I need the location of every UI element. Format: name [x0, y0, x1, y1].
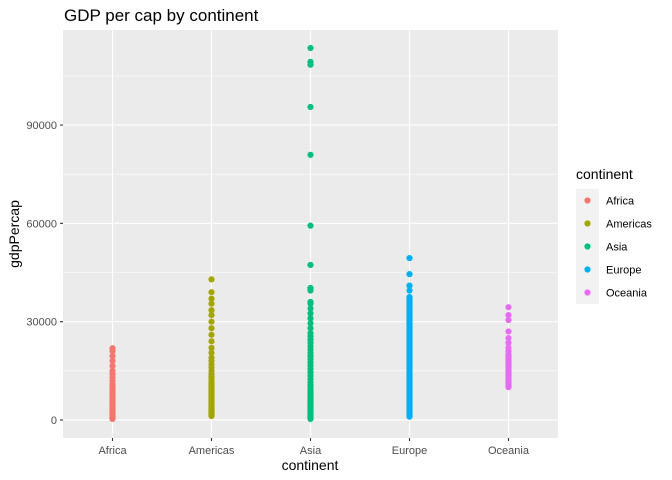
data-point	[208, 331, 215, 338]
data-point	[406, 254, 413, 262]
legend-key-point	[584, 266, 591, 273]
data-point	[208, 354, 215, 361]
data-point	[406, 282, 413, 289]
data-point	[307, 330, 314, 337]
legend-key-point	[584, 197, 591, 204]
data-point	[208, 338, 215, 345]
data-point	[505, 344, 512, 351]
data-point	[109, 357, 116, 365]
x-axis-title: continent	[282, 457, 339, 473]
data-point	[109, 352, 116, 360]
data-point	[307, 310, 314, 317]
y-tick-label: 30000	[26, 317, 57, 329]
x-tick-label: Asia	[300, 445, 322, 457]
data-point	[109, 362, 116, 370]
x-tick-label: Africa	[98, 445, 127, 457]
x-tick-label: Oceania	[488, 445, 530, 457]
data-point	[505, 328, 512, 335]
data-point	[307, 298, 314, 306]
legend: continent Africa Americas Asia Europe Oceani…	[576, 166, 652, 304]
legend-label: Oceania	[606, 288, 648, 300]
data-point	[307, 103, 314, 111]
data-point	[307, 261, 314, 269]
legend-label: Europe	[606, 265, 641, 277]
data-point	[505, 334, 512, 342]
data-point	[208, 300, 215, 307]
legend-key-point	[584, 220, 591, 227]
x-tick-label: Americas	[189, 445, 235, 457]
data-point	[307, 325, 314, 332]
data-point	[208, 325, 215, 332]
data-point	[307, 284, 314, 292]
x-tick-label: Europe	[392, 445, 427, 457]
data-point	[208, 344, 215, 351]
data-point	[307, 151, 314, 158]
data-point	[505, 316, 512, 324]
data-point	[208, 318, 215, 325]
legend-label: Asia	[606, 242, 628, 254]
y-tick-label: 90000	[26, 120, 57, 132]
points	[109, 44, 512, 423]
legend-label: Africa	[606, 196, 635, 208]
data-point	[505, 312, 512, 319]
data-point	[208, 295, 215, 302]
data-point	[406, 287, 413, 294]
data-point	[307, 305, 314, 312]
legend-key-point	[584, 243, 591, 250]
y-axis-title: gdpPercap	[6, 200, 22, 268]
data-point	[505, 304, 512, 311]
data-point	[208, 349, 215, 356]
data-point	[109, 367, 116, 374]
data-point	[307, 58, 314, 65]
chart-title: GDP per cap by continent	[64, 6, 259, 25]
x-axis: Africa Americas Asia Europe Oceania	[98, 438, 530, 457]
data-point	[406, 271, 413, 278]
legend-title: continent	[576, 166, 633, 182]
legend-key-point	[584, 289, 591, 296]
data-point	[208, 312, 215, 319]
data-point	[307, 44, 314, 52]
y-tick-label: 0	[51, 415, 57, 427]
data-point	[208, 307, 215, 314]
y-tick-label: 60000	[26, 218, 57, 230]
data-point	[406, 293, 413, 301]
data-point	[109, 345, 116, 352]
data-point	[208, 289, 215, 296]
legend-items: Africa Americas Asia Europe Oceania	[576, 189, 652, 304]
legend-label: Americas	[606, 219, 652, 231]
data-point	[307, 222, 314, 229]
data-point	[208, 276, 215, 283]
data-point	[307, 315, 314, 322]
data-point	[307, 320, 314, 327]
y-axis: 0 30000 60000 90000	[26, 120, 63, 427]
data-point	[505, 339, 512, 347]
